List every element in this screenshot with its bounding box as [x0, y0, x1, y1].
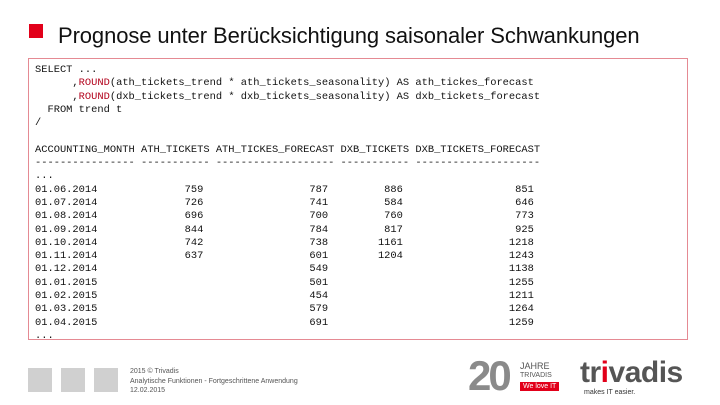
- code-line-dxb-expression: (dxb_tickets_trend * dxb_tickets_seasona…: [109, 90, 541, 103]
- table-row: 01.02.2015 454 1211: [35, 290, 534, 303]
- anniversary-slogan: We love IT: [520, 382, 560, 391]
- footer-text: 2015 © Trivadis Analytische Funktionen -…: [130, 367, 298, 396]
- table-row: 01.08.2014 696 700 760 773: [35, 210, 534, 223]
- title-bullet: [29, 24, 43, 38]
- anniversary-logo: 20 JAHRE TRIVADIS We love IT: [468, 352, 568, 399]
- code-line-ath-expression: (ath_tickets_trend * ath_tickets_seasona…: [109, 77, 534, 90]
- result-ellipsis-top: ...: [35, 170, 54, 183]
- code-select-line: SELECT ...: [35, 64, 98, 76]
- footer-subtitle: Analytische Funktionen - Fortgeschritten…: [130, 377, 298, 385]
- code-line-dxb-prefix: ,: [35, 90, 79, 103]
- code-slash-line: /: [35, 117, 42, 130]
- sql-output-box: SELECT ... ,ROUND(ath_tickets_trend * at…: [28, 58, 688, 343]
- footer-square: [94, 368, 118, 392]
- footer-square: [61, 368, 85, 392]
- table-row: 01.12.2014 549 1138: [35, 263, 534, 276]
- footer-square: [28, 368, 52, 392]
- code-line-ath-prefix: ,: [35, 77, 79, 90]
- footer-copyright: 2015 © Trivadis: [130, 368, 179, 375]
- trivadis-logo: trivadis makes IT easier.: [580, 356, 700, 400]
- result-header: ACCOUNTING_MONTH ATH_TICKETS ATH_TICKES_…: [35, 143, 541, 156]
- slide-title: Prognose unter Berücksichtigung saisonal…: [58, 23, 640, 48]
- code-round-keyword: ROUND: [78, 90, 110, 103]
- trivadis-tagline: makes IT easier.: [584, 389, 636, 396]
- table-row: 01.10.2014 742 738 1161 1218: [35, 236, 534, 249]
- table-row: 01.09.2014 844 784 817 925: [35, 223, 534, 236]
- footer-date: 12.02.2015: [130, 387, 166, 394]
- anniversary-number: 20: [468, 352, 512, 399]
- table-row: 01.01.2015 501 1255: [35, 276, 534, 289]
- table-row: 01.07.2014 726 741 584 646: [35, 196, 534, 209]
- anniversary-trivadis: TRIVADIS: [520, 372, 552, 379]
- table-row: 01.03.2015 579 1264: [35, 303, 534, 316]
- anniversary-jahre: JAHRE: [520, 361, 550, 371]
- table-row: 01.06.2014 759 787 886 851: [35, 183, 534, 196]
- sql-code-block: SELECT ... ,ROUND(ath_tickets_trend * at…: [35, 64, 540, 343]
- trivadis-wordmark: trivadis: [580, 356, 683, 389]
- table-row: 01.04.2015 691 1259: [35, 316, 534, 329]
- code-round-keyword: ROUND: [78, 77, 110, 90]
- code-from-line: FROM trend t: [35, 103, 123, 116]
- result-ellipsis-bottom: ...: [35, 329, 54, 342]
- footer-nav-squares: [28, 368, 118, 392]
- result-separator: ---------------- ----------- -----------…: [35, 157, 541, 170]
- table-row: 01.11.2014 637 601 1204 1243: [35, 250, 534, 263]
